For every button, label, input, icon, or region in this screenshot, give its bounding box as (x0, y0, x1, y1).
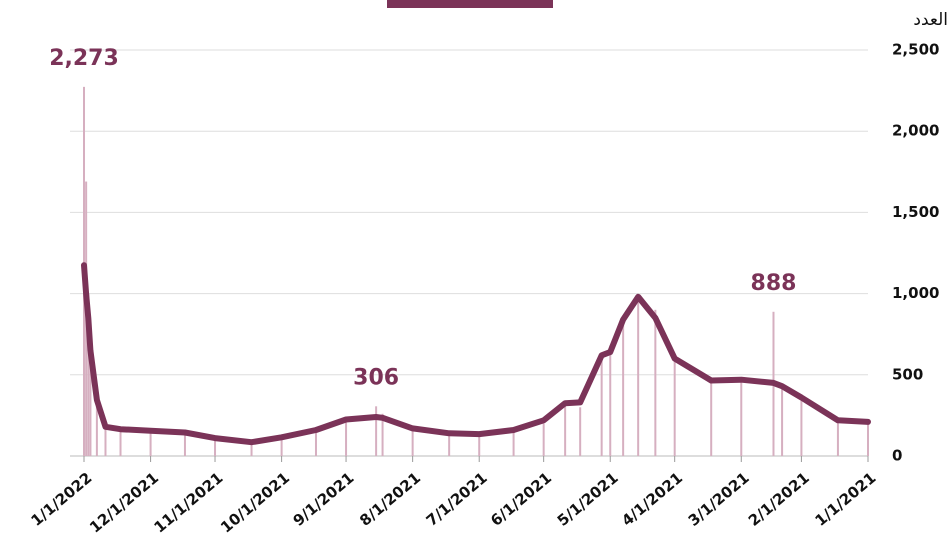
bar (411, 426, 414, 456)
bar (375, 406, 378, 456)
bar (250, 443, 253, 456)
bar (673, 355, 676, 456)
bar (104, 425, 107, 456)
bar (609, 345, 612, 456)
x-tick-label: 1/1/2021 (812, 469, 880, 530)
x-tick-label: 9/1/2021 (290, 469, 358, 530)
bar (345, 420, 348, 456)
bar (280, 438, 283, 456)
bar (622, 322, 625, 456)
bar (542, 423, 545, 456)
y-tick-label: 2,000 (892, 122, 939, 140)
bar (579, 407, 582, 456)
y-tick-label: 1,500 (892, 203, 939, 221)
bar (381, 413, 384, 456)
bar (149, 431, 152, 456)
bar (800, 399, 803, 456)
data-label: 306 (353, 365, 399, 390)
x-tick-label: 7/1/2021 (423, 469, 491, 530)
bar (512, 430, 515, 456)
x-tick-label: 5/1/2021 (554, 469, 622, 530)
line (81, 262, 871, 446)
bar (314, 430, 317, 456)
bar (867, 423, 869, 456)
y-tick-label: 1,000 (892, 284, 939, 302)
bar (214, 438, 217, 456)
bar (89, 335, 92, 456)
x-tick-label: 1/1/2022 (28, 469, 96, 530)
x-tick-label: 11/1/2021 (151, 469, 227, 537)
bar (183, 431, 186, 456)
bar (87, 293, 90, 456)
data-label: 888 (751, 271, 797, 296)
bar (710, 382, 713, 456)
bar (600, 358, 603, 456)
bar (740, 381, 743, 456)
bar (119, 428, 122, 456)
y-tick-label: 500 (892, 365, 923, 383)
bar (781, 387, 784, 456)
x-tick-label: 4/1/2021 (618, 469, 686, 530)
data-label: 2,273 (49, 46, 119, 71)
x-tick-label: 12/1/2021 (86, 469, 162, 537)
y-axis-label: العدد (913, 10, 948, 30)
bar (478, 433, 481, 456)
bar (654, 309, 657, 456)
x-tick-label: 6/1/2021 (487, 469, 555, 530)
y-tick-label: 0 (892, 447, 902, 465)
x-tick-label: 2/1/2021 (745, 469, 813, 530)
bar (564, 402, 567, 456)
x-tick-label: 8/1/2021 (356, 469, 424, 530)
bar (448, 431, 451, 456)
x-tick-label: 3/1/2021 (685, 469, 753, 530)
y-tick-label: 2,500 (892, 41, 939, 59)
header-bar (387, 0, 553, 8)
bar (95, 387, 98, 456)
x-tick-label: 10/1/2021 (217, 469, 293, 537)
bar (836, 420, 839, 456)
bar (637, 301, 640, 456)
